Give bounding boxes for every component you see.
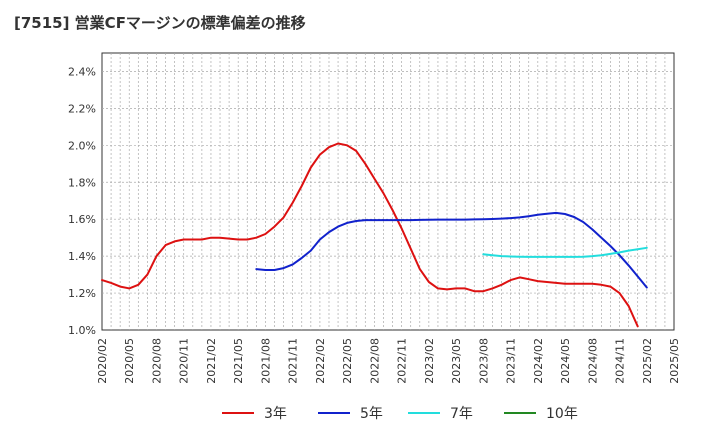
x-tick-label: 2022/05 <box>341 338 354 384</box>
y-tick-label: 1.8% <box>68 176 96 189</box>
x-tick-label: 2020/05 <box>123 338 136 384</box>
series-line-3年 <box>101 142 639 328</box>
legend-label: 7年 <box>450 406 473 422</box>
x-tick-label: 2023/02 <box>423 338 436 384</box>
x-tick-label: 2021/08 <box>259 338 272 384</box>
series-line-5年 <box>255 211 648 289</box>
x-tick-label: 2024/11 <box>614 338 627 384</box>
chart-title: [7515] 営業CFマージンの標準偏差の推移 <box>14 14 306 32</box>
y-tick-label: 2.4% <box>68 65 96 78</box>
x-tick-label: 2023/11 <box>505 338 518 384</box>
legend-label: 10年 <box>546 406 578 422</box>
x-tick-label: 2020/02 <box>96 338 109 384</box>
y-tick-label: 2.0% <box>68 139 96 152</box>
y-axis: 1.0% 1.2% 1.4% 1.6% 1.8% 2.0% 2.2% 2.4% <box>68 65 96 337</box>
x-tick-label: 2022/02 <box>314 338 327 384</box>
x-tick-label: 2025/05 <box>668 338 681 384</box>
x-tick-label: 2024/02 <box>532 338 545 384</box>
x-tick-label: 2022/08 <box>368 338 381 384</box>
x-tick-label: 2021/05 <box>232 338 245 384</box>
series-line-7年 <box>482 246 648 258</box>
x-tick-label: 2024/08 <box>586 338 599 384</box>
legend-label: 3年 <box>264 406 287 422</box>
plot-area <box>101 52 675 331</box>
x-tick-label: 2023/08 <box>477 338 490 384</box>
legend-label: 5年 <box>360 406 383 422</box>
x-tick-label: 2020/08 <box>150 338 163 384</box>
x-tick-label: 2022/11 <box>396 338 409 384</box>
series-lines <box>101 142 648 328</box>
y-tick-label: 2.2% <box>68 102 96 115</box>
x-tick-label: 2025/02 <box>641 338 654 384</box>
legend: 3年 5年 7年 10年 <box>222 406 578 422</box>
x-tick-label: 2024/05 <box>559 338 572 384</box>
x-tick-label: 2021/11 <box>287 338 300 384</box>
x-tick-label: 2020/11 <box>178 338 191 384</box>
y-tick-label: 1.0% <box>68 324 96 337</box>
x-tick-label: 2023/05 <box>450 338 463 384</box>
x-axis: 2020/02 2020/05 2020/08 2020/11 2021/02 2021/… <box>96 338 681 384</box>
y-tick-label: 1.2% <box>68 287 96 300</box>
x-tick-label: 2021/02 <box>205 338 218 384</box>
plot-frame <box>101 52 675 331</box>
y-tick-label: 1.4% <box>68 250 96 263</box>
y-tick-label: 1.6% <box>68 213 96 226</box>
